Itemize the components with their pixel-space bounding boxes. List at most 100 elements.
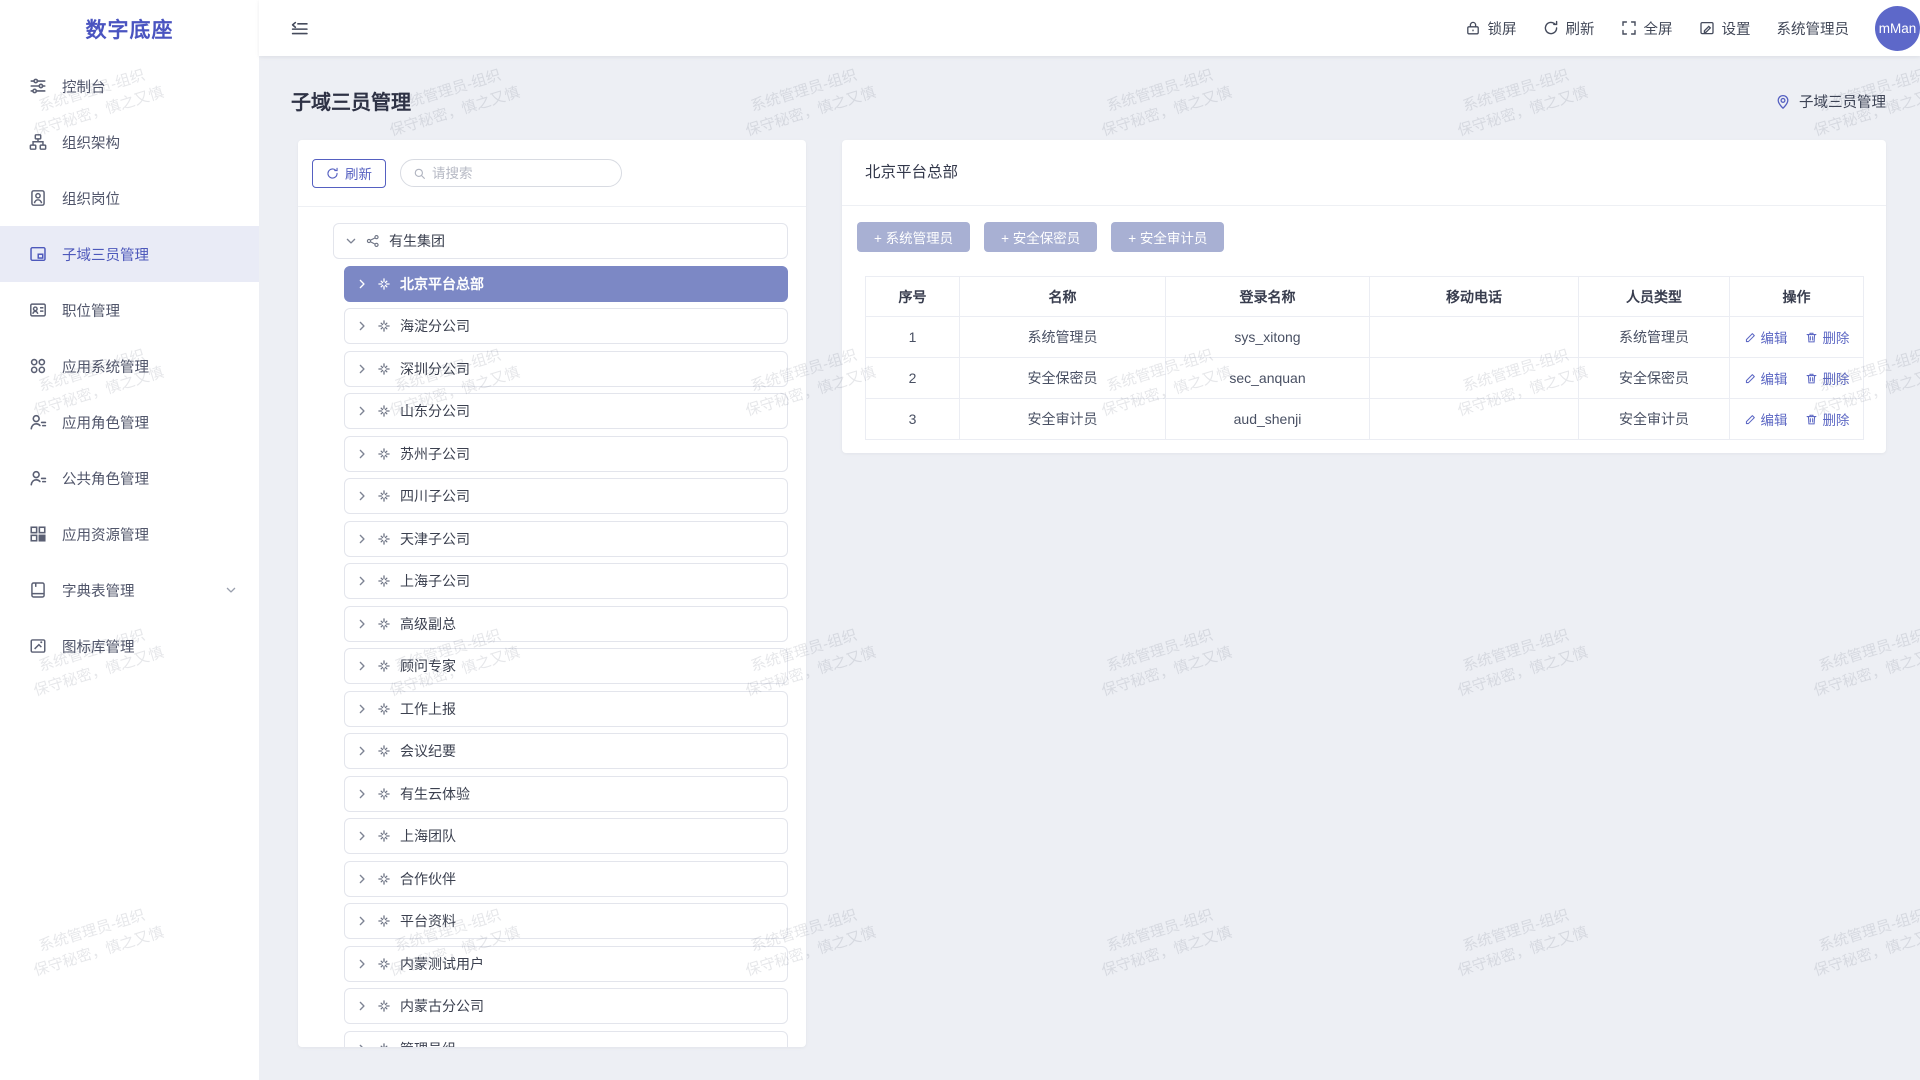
- tree-node[interactable]: 平台资料: [344, 903, 788, 939]
- tree-node[interactable]: 高级副总: [344, 605, 788, 642]
- sidebar-item-icon: [29, 189, 47, 207]
- tree-node-label: 上海子公司: [400, 573, 470, 589]
- table-cell: 安全保密员: [1578, 357, 1730, 399]
- edit-icon: [1744, 372, 1757, 385]
- sidebar-item-label: 字典表管理: [62, 583, 135, 600]
- search-input[interactable]: [432, 165, 611, 181]
- chevron-icon[interactable]: [356, 448, 368, 460]
- tree-node[interactable]: 有生云体验: [344, 775, 788, 812]
- tree-node[interactable]: 内蒙测试用户: [344, 945, 788, 982]
- add-role-button[interactable]: + 系统管理员: [857, 222, 971, 252]
- tree-node-label: 合作伙伴: [400, 870, 456, 887]
- tree-node[interactable]: 四川子公司: [344, 478, 788, 514]
- chevron-icon[interactable]: [356, 660, 368, 672]
- org-node-icon: [377, 744, 391, 758]
- column-header: 人员类型: [1578, 276, 1730, 317]
- sidebar-item[interactable]: 字典表管理: [0, 562, 259, 618]
- chevron-icon[interactable]: [356, 1043, 368, 1047]
- refresh-button-label: 刷新: [345, 167, 372, 182]
- chevron-icon[interactable]: [356, 363, 368, 375]
- tree-node[interactable]: 深圳分公司: [344, 350, 788, 387]
- edit-link[interactable]: 编辑: [1744, 368, 1788, 388]
- topbar-action[interactable]: 全屏: [1621, 18, 1673, 39]
- tree-node[interactable]: 顾问专家: [344, 648, 788, 684]
- tree-node[interactable]: 合作伙伴: [344, 860, 788, 897]
- refresh-button[interactable]: 刷新: [312, 158, 386, 188]
- tree-node-label: 海淀分公司: [400, 318, 470, 334]
- table-cell: 安全审计员: [1578, 398, 1730, 440]
- tree-node[interactable]: 工作上报: [344, 690, 788, 727]
- current-user[interactable]: 系统管理员: [1776, 21, 1850, 38]
- tree-node[interactable]: 上海团队: [344, 818, 788, 854]
- chevron-icon[interactable]: [356, 788, 368, 800]
- topbar-action[interactable]: 设置: [1699, 18, 1751, 39]
- table-cell-actions: 编辑 删除: [1729, 398, 1864, 440]
- chevron-icon[interactable]: [356, 320, 368, 332]
- tree-node[interactable]: 上海子公司: [344, 563, 788, 599]
- delete-link[interactable]: 删除: [1805, 409, 1849, 429]
- chevron-icon[interactable]: [356, 1000, 368, 1012]
- app-logo: 数字底座: [85, 19, 174, 42]
- breadcrumb[interactable]: 子域三员管理: [1775, 91, 1886, 112]
- sidebar: 数字底座 控制台 组织架构 组织岗位 子域三员管理 职位管理 应用系统管理 应用…: [0, 0, 259, 1080]
- delete-link[interactable]: 删除: [1805, 368, 1849, 388]
- chevron-icon[interactable]: [356, 490, 368, 502]
- topbar-action[interactable]: 锁屏: [1465, 18, 1517, 39]
- tree-node[interactable]: 天津子公司: [344, 520, 788, 557]
- org-node-icon: [366, 234, 380, 248]
- menu-fold-icon[interactable]: [290, 20, 309, 37]
- tree-node[interactable]: 山东分公司: [344, 393, 788, 429]
- chevron-icon[interactable]: [356, 915, 368, 927]
- delete-link[interactable]: 删除: [1805, 327, 1849, 347]
- tree-node[interactable]: 北京平台总部: [344, 265, 788, 302]
- tree-node[interactable]: 管理员组: [344, 1030, 788, 1047]
- refresh-icon: [326, 167, 339, 180]
- tree-node-label: 会议纪要: [400, 743, 456, 759]
- sidebar-item-icon: [29, 469, 47, 487]
- sidebar-item[interactable]: 应用角色管理: [0, 394, 259, 450]
- tree-node-label: 有生云体验: [400, 785, 470, 802]
- chevron-icon[interactable]: [356, 618, 368, 630]
- sidebar-item[interactable]: 应用资源管理: [0, 506, 259, 562]
- chevron-icon[interactable]: [356, 873, 368, 885]
- tree-node-label: 工作上报: [400, 700, 456, 717]
- edit-link[interactable]: 编辑: [1744, 409, 1788, 429]
- topbar-action[interactable]: 刷新: [1543, 18, 1595, 39]
- location-pin-icon: [1775, 94, 1791, 110]
- chevron-icon[interactable]: [345, 235, 357, 247]
- chevron-icon[interactable]: [356, 745, 368, 757]
- chevron-icon[interactable]: [356, 533, 368, 545]
- chevron-icon[interactable]: [356, 703, 368, 715]
- sidebar-item[interactable]: 职位管理: [0, 282, 259, 338]
- chevron-icon[interactable]: [356, 278, 368, 290]
- tree-node[interactable]: 苏州子公司: [344, 435, 788, 472]
- org-node-icon: [377, 404, 391, 418]
- edit-link[interactable]: 编辑: [1744, 327, 1788, 347]
- chevron-icon[interactable]: [356, 830, 368, 842]
- tree-node[interactable]: 海淀分公司: [344, 308, 788, 344]
- topbar-action-label: 设置: [1721, 21, 1751, 38]
- sidebar-item[interactable]: 子域三员管理: [0, 226, 259, 282]
- tree-node[interactable]: 内蒙古分公司: [344, 988, 788, 1024]
- sidebar-item-label: 图标库管理: [62, 639, 135, 656]
- chevron-icon[interactable]: [356, 405, 368, 417]
- table-cell: 系统管理员: [1578, 316, 1730, 358]
- topbar: 锁屏 刷新 全屏 设置 系统管理员 mMan: [259, 0, 1920, 56]
- sidebar-item-label: 职位管理: [62, 303, 120, 320]
- sidebar-item-icon: [29, 637, 47, 655]
- chevron-icon[interactable]: [356, 958, 368, 970]
- add-role-button[interactable]: + 安全保密员: [984, 222, 1098, 252]
- tree-node-label: 内蒙测试用户: [400, 955, 484, 972]
- chevron-icon[interactable]: [356, 575, 368, 587]
- tree-node[interactable]: 有生集团: [333, 223, 788, 259]
- org-node-icon: [377, 319, 391, 333]
- sidebar-item[interactable]: 组织架构: [0, 114, 259, 170]
- sidebar-item[interactable]: 组织岗位: [0, 170, 259, 226]
- sidebar-item[interactable]: 图标库管理: [0, 618, 259, 674]
- sidebar-item[interactable]: 控制台: [0, 58, 259, 114]
- sidebar-item[interactable]: 公共角色管理: [0, 450, 259, 506]
- tree-node[interactable]: 会议纪要: [344, 733, 788, 769]
- sidebar-item[interactable]: 应用系统管理: [0, 338, 259, 394]
- avatar[interactable]: mMan: [1875, 5, 1920, 51]
- add-role-button[interactable]: + 安全审计员: [1111, 222, 1225, 252]
